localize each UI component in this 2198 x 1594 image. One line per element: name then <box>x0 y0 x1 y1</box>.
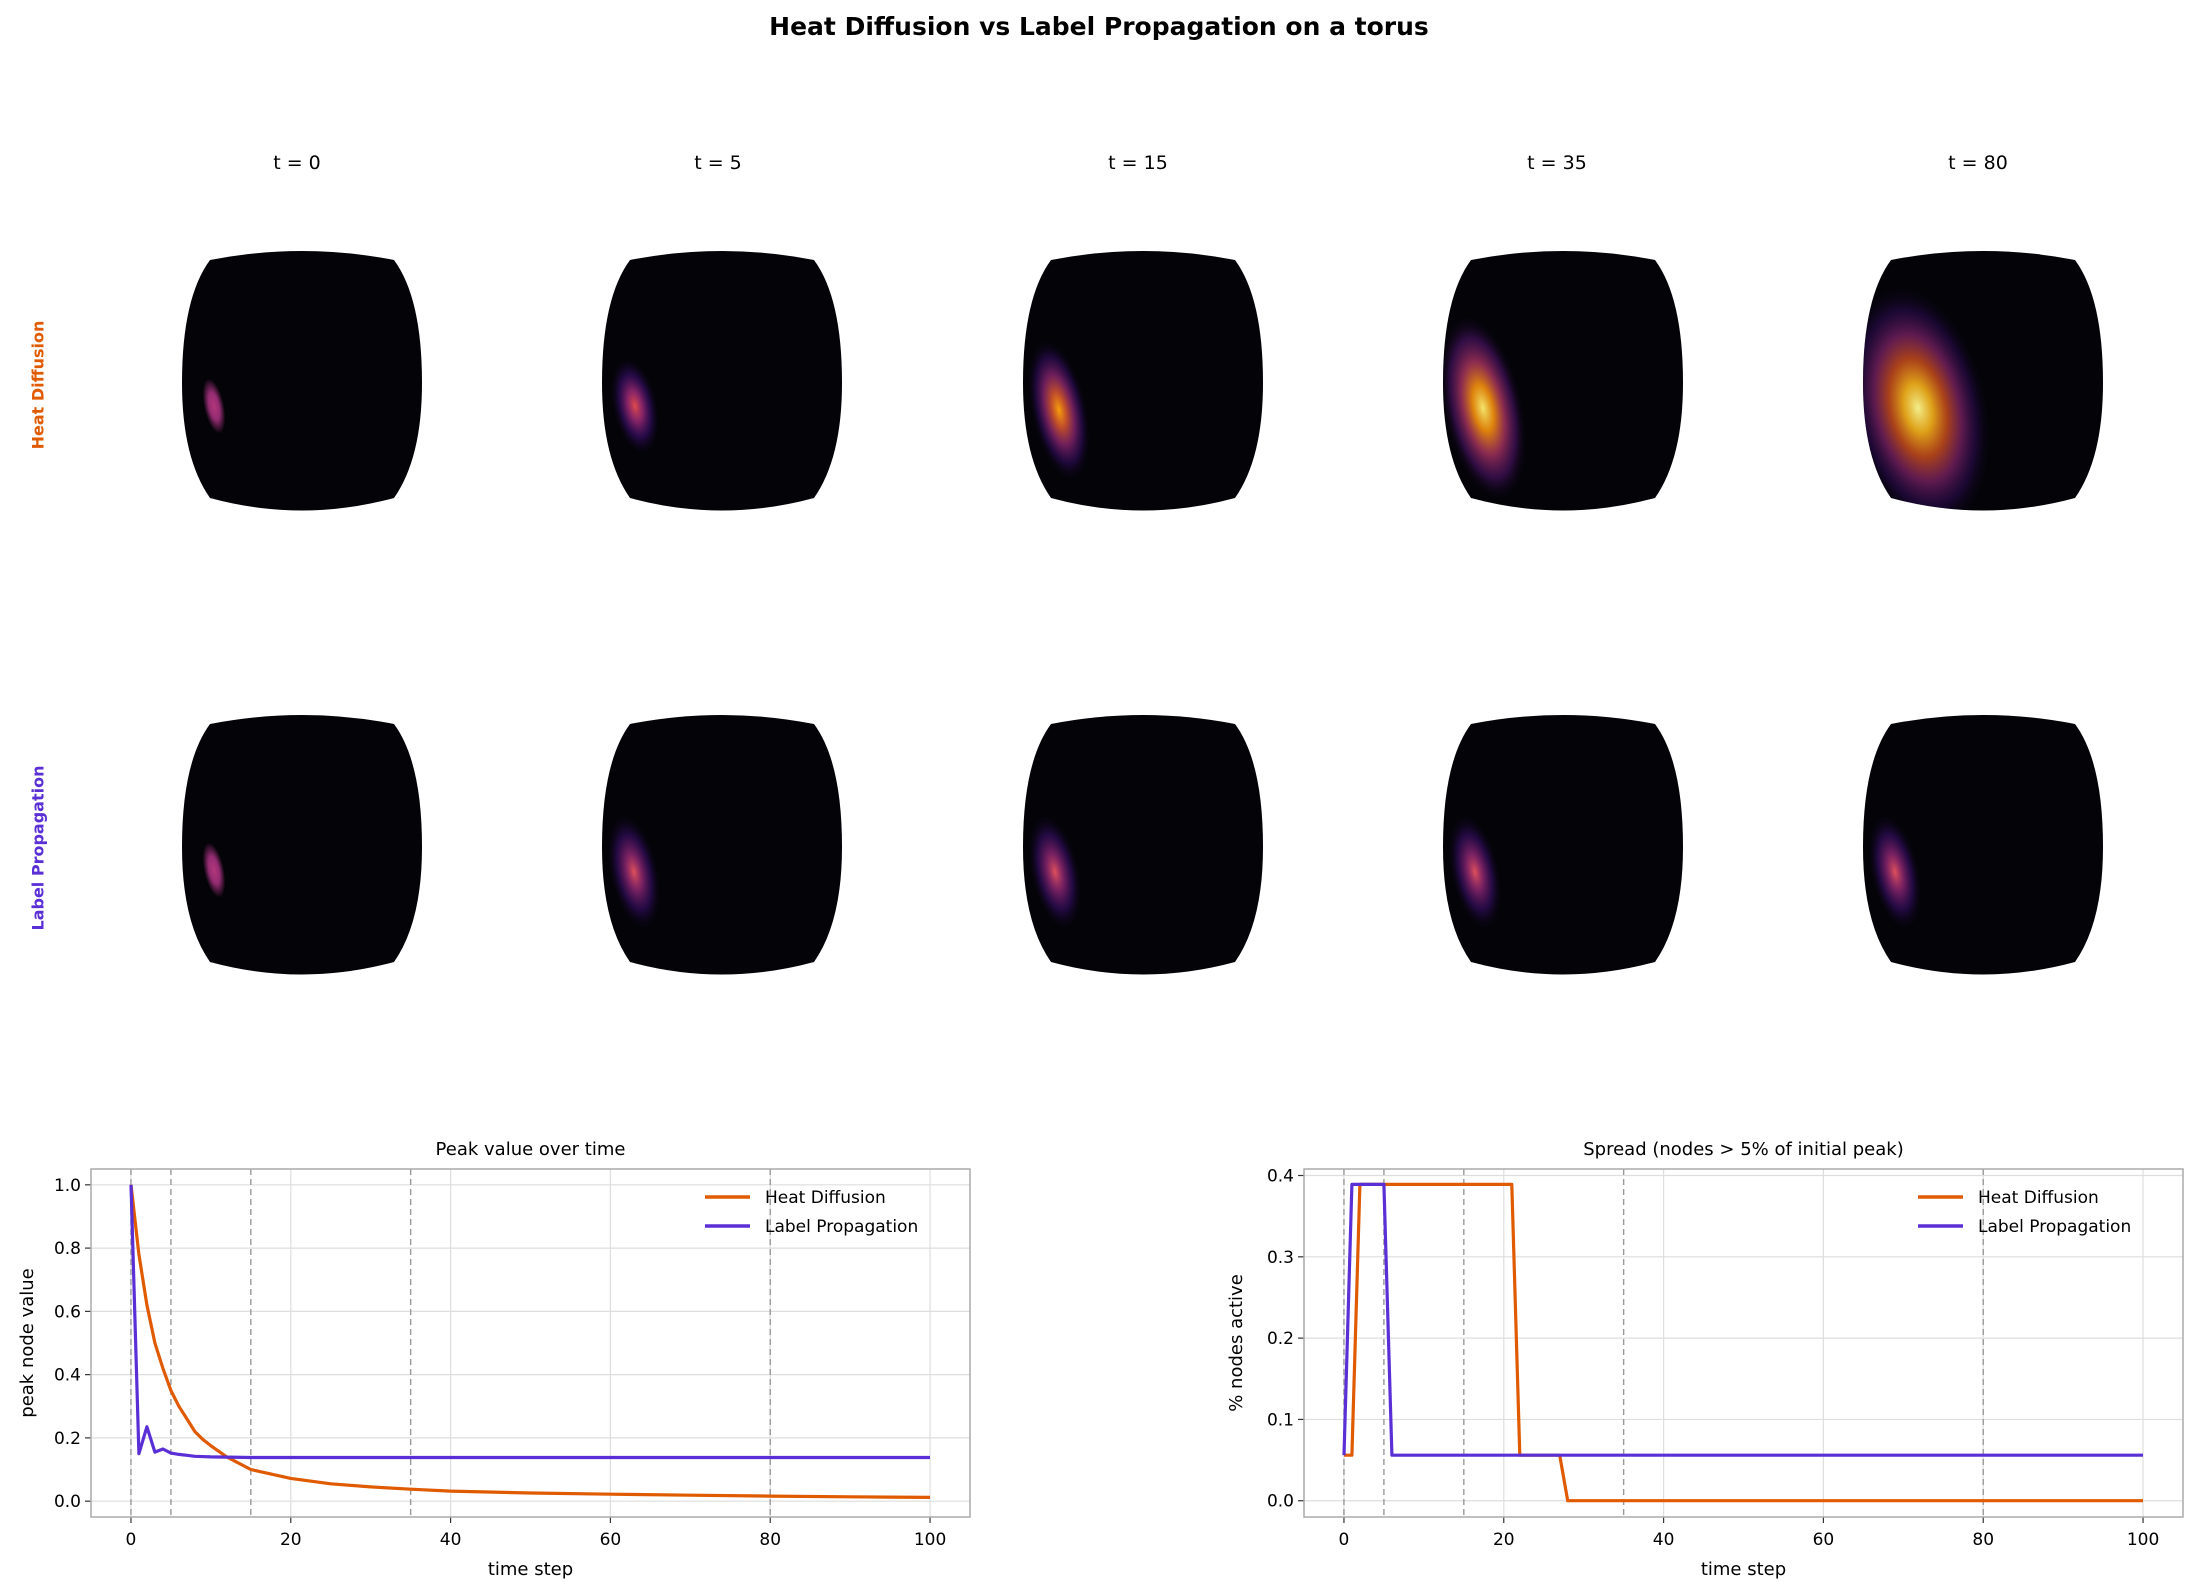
y-tick-label: 0.0 <box>54 1492 81 1512</box>
y-tick-label: 0.6 <box>54 1302 81 1322</box>
x-tick-label: 100 <box>2127 1530 2159 1550</box>
heat-blob <box>1028 815 1082 929</box>
legend-label: Heat Diffusion <box>1978 1188 2099 1208</box>
y-tick-label: 0.8 <box>54 1239 81 1259</box>
y-tick-label: 1.0 <box>54 1176 81 1196</box>
x-tick-label: 20 <box>280 1530 302 1550</box>
x-tick-label: 60 <box>600 1530 622 1550</box>
heat-blob <box>607 815 661 929</box>
label-propagation-torus-plot <box>1023 715 1263 975</box>
column-title: t = 5 <box>694 152 742 174</box>
y-tick-label: 0.1 <box>1267 1410 1294 1430</box>
y-tick-label: 0.4 <box>1267 1167 1294 1187</box>
x-tick-label: 100 <box>914 1530 946 1550</box>
column-title: t = 80 <box>1948 152 2008 174</box>
series-line-heat-diffusion <box>1344 1182 2143 1503</box>
y-tick-label: 0.2 <box>1267 1329 1294 1349</box>
x-axis-label: time step <box>1701 1559 1786 1580</box>
heat-diffusion-torus-plot <box>1863 251 2103 511</box>
axes-frame <box>1303 1168 2184 1518</box>
torus-surface <box>1863 715 2103 975</box>
y-tick-label: 0.3 <box>1267 1248 1294 1268</box>
heat-blob <box>1448 815 1502 929</box>
x-tick-label: 60 <box>1813 1530 1835 1550</box>
torus-surface <box>182 715 422 975</box>
x-tick-label: 40 <box>440 1530 462 1550</box>
heat-diffusion-torus-plot <box>602 251 842 511</box>
x-tick-label: 40 <box>1653 1530 1675 1550</box>
torus-surface <box>182 251 422 511</box>
label-propagation-torus-plot <box>602 715 842 975</box>
torus-surface <box>602 715 842 975</box>
heat-blob <box>202 842 226 898</box>
label-propagation-torus-plot <box>182 715 422 975</box>
plot-area <box>1304 1169 2183 1517</box>
y-axis-label: peak node value <box>17 1268 38 1417</box>
heat-blob <box>1868 815 1922 929</box>
y-tick-label: 0.4 <box>54 1366 81 1386</box>
y-axis-label: % nodes active <box>1226 1274 1247 1412</box>
legend-label: Heat Diffusion <box>765 1188 886 1208</box>
legend-label: Label Propagation <box>1978 1217 2131 1237</box>
label-propagation-torus-plot <box>1863 715 2103 975</box>
column-title: t = 0 <box>273 152 321 174</box>
torus-surface <box>1443 715 1683 975</box>
chart-title: Peak value over time <box>436 1139 626 1160</box>
column-title: t = 35 <box>1527 152 1587 174</box>
series-line-label-propagation <box>129 1184 930 1460</box>
x-tick-label: 0 <box>126 1530 137 1550</box>
x-tick-label: 0 <box>1339 1530 1350 1550</box>
x-axis-label: time step <box>488 1559 573 1580</box>
series-line-label-propagation <box>1342 1182 2143 1457</box>
legend-label: Label Propagation <box>765 1217 918 1237</box>
label-propagation-torus-plot <box>1443 715 1683 975</box>
heat-blob <box>1863 284 1992 511</box>
axes-frame <box>90 1168 971 1518</box>
heat-blob <box>202 378 226 434</box>
series-line-heat-diffusion <box>129 1184 931 1499</box>
torus-surface <box>1023 715 1263 975</box>
x-tick-label: 20 <box>1493 1530 1515 1550</box>
torus-surface <box>602 251 842 511</box>
chart-title: Spread (nodes > 5% of initial peak) <box>1583 1139 1904 1160</box>
heat-diffusion-torus-plot <box>1443 251 1683 511</box>
y-tick-label: 0.2 <box>54 1429 81 1449</box>
x-tick-label: 80 <box>1972 1530 1994 1550</box>
y-tick-label: 0.0 <box>1267 1492 1294 1512</box>
heat-blob <box>1443 314 1527 502</box>
heat-diffusion-torus-plot <box>182 251 422 511</box>
heat-diffusion-torus-plot <box>1023 251 1263 511</box>
heat-blob <box>611 358 659 454</box>
figure-title: Heat Diffusion vs Label Propagation on a… <box>769 12 1429 41</box>
heat-blob <box>1027 339 1091 481</box>
x-tick-label: 80 <box>759 1530 781 1550</box>
column-title: t = 15 <box>1108 152 1168 174</box>
